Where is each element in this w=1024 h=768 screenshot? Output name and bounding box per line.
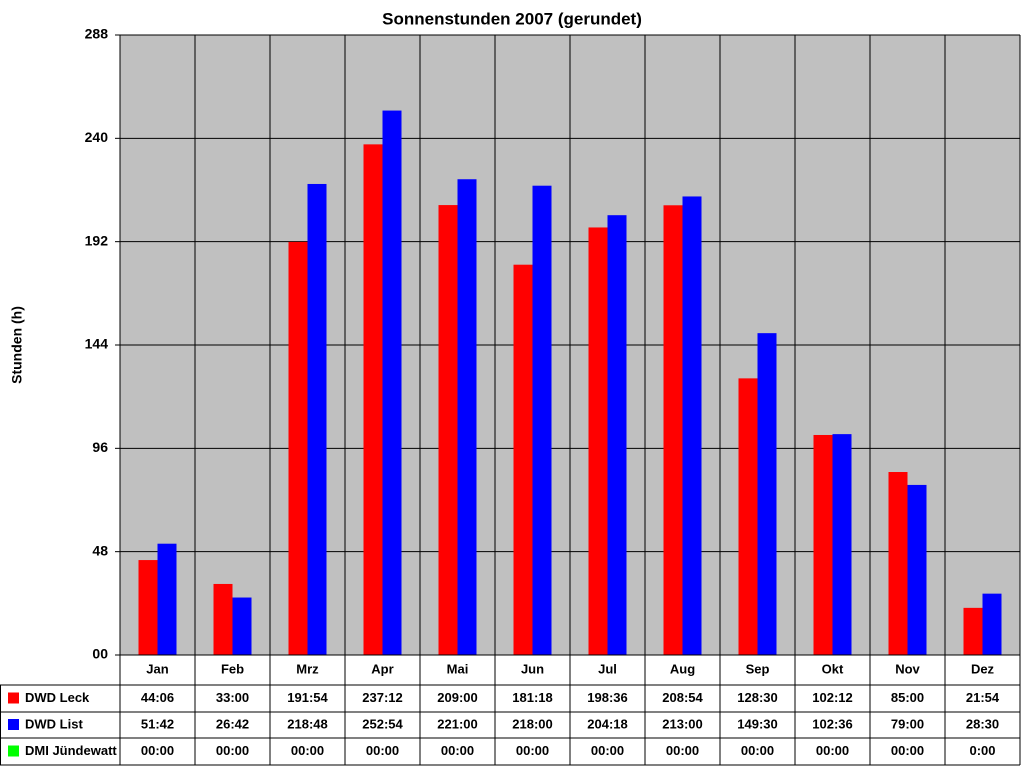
table-value: 00:00	[441, 743, 474, 758]
x-tick-label: Sep	[746, 661, 770, 676]
y-tick-label: 192	[85, 232, 109, 248]
table-value: 221:00	[437, 716, 477, 731]
bar	[382, 110, 402, 655]
bar	[832, 434, 852, 655]
bar	[963, 607, 983, 655]
table-value: 0:00	[969, 743, 995, 758]
bar	[213, 583, 233, 655]
table-value: 128:30	[737, 690, 777, 705]
table-value: 252:54	[362, 716, 403, 731]
x-tick-label: Apr	[371, 661, 393, 676]
bar	[157, 543, 177, 655]
table-value: 198:36	[587, 690, 627, 705]
bar	[813, 434, 833, 655]
x-tick-label: Nov	[895, 661, 920, 676]
x-tick-label: Mai	[447, 661, 469, 676]
bar	[138, 560, 158, 655]
table-value: 191:54	[287, 690, 328, 705]
table-value: 21:54	[966, 690, 1000, 705]
x-tick-label: Aug	[670, 661, 695, 676]
x-tick-label: Jun	[521, 661, 544, 676]
table-value: 79:00	[891, 716, 924, 731]
legend-swatch	[8, 745, 19, 757]
x-tick-label: Feb	[221, 661, 244, 676]
table-value: 00:00	[291, 743, 324, 758]
bar	[738, 378, 758, 655]
table-value: 237:12	[362, 690, 402, 705]
bar	[288, 241, 308, 655]
table-value: 102:12	[812, 690, 852, 705]
table-value: 44:06	[141, 690, 174, 705]
table-value: 00:00	[516, 743, 549, 758]
bar	[438, 205, 458, 655]
legend-swatch	[8, 692, 19, 704]
table-value: 51:42	[141, 716, 174, 731]
bar	[907, 484, 927, 655]
bar	[588, 227, 608, 656]
bar	[532, 185, 552, 655]
bar	[663, 205, 683, 655]
table-value: 218:00	[512, 716, 552, 731]
table-value: 149:30	[737, 716, 777, 731]
x-tick-label: Dez	[971, 661, 995, 676]
table-value: 00:00	[816, 743, 849, 758]
x-tick-label: Jan	[146, 661, 168, 676]
y-tick-label: 96	[92, 439, 108, 455]
table-value: 00:00	[216, 743, 249, 758]
table-value: 102:36	[812, 716, 852, 731]
chart-title: Sonnenstunden 2007 (gerundet)	[382, 9, 642, 28]
table-value: 209:00	[437, 690, 477, 705]
legend-label: DWD Leck	[25, 690, 90, 705]
y-tick-label: 00	[92, 646, 108, 662]
table-value: 00:00	[141, 743, 174, 758]
bar	[307, 183, 327, 655]
table-value: 28:30	[966, 716, 999, 731]
table-value: 85:00	[891, 690, 924, 705]
y-tick-label: 288	[85, 26, 109, 42]
table-value: 00:00	[741, 743, 774, 758]
bar	[607, 215, 627, 655]
bar	[457, 179, 477, 655]
bar	[363, 144, 383, 655]
bar	[682, 196, 702, 656]
bar	[513, 264, 533, 655]
legend-swatch	[8, 719, 19, 730]
x-tick-label: Mrz	[296, 661, 319, 676]
table-value: 181:18	[512, 690, 552, 705]
table-value: 33:00	[216, 690, 249, 705]
bar	[757, 333, 777, 655]
table-value: 218:48	[287, 716, 327, 731]
y-tick-label: 48	[92, 542, 108, 558]
table-value: 204:18	[587, 716, 627, 731]
table-value: 00:00	[666, 743, 699, 758]
bar	[982, 593, 1002, 655]
y-tick-label: 240	[85, 129, 109, 145]
x-tick-label: Okt	[822, 661, 844, 676]
bar	[232, 597, 252, 655]
y-axis-label: Stunden (h)	[9, 306, 25, 384]
table-value: 213:00	[662, 716, 702, 731]
legend-label: DWD List	[25, 716, 83, 731]
table-value: 00:00	[591, 743, 624, 758]
table-value: 208:54	[662, 690, 703, 705]
x-tick-label: Jul	[598, 661, 617, 676]
y-tick-label: 144	[85, 336, 109, 352]
table-value: 00:00	[366, 743, 399, 758]
bar	[888, 472, 908, 655]
legend-label: DMI Jündewatt	[25, 743, 117, 758]
table-value: 00:00	[891, 743, 924, 758]
table-value: 26:42	[216, 716, 249, 731]
